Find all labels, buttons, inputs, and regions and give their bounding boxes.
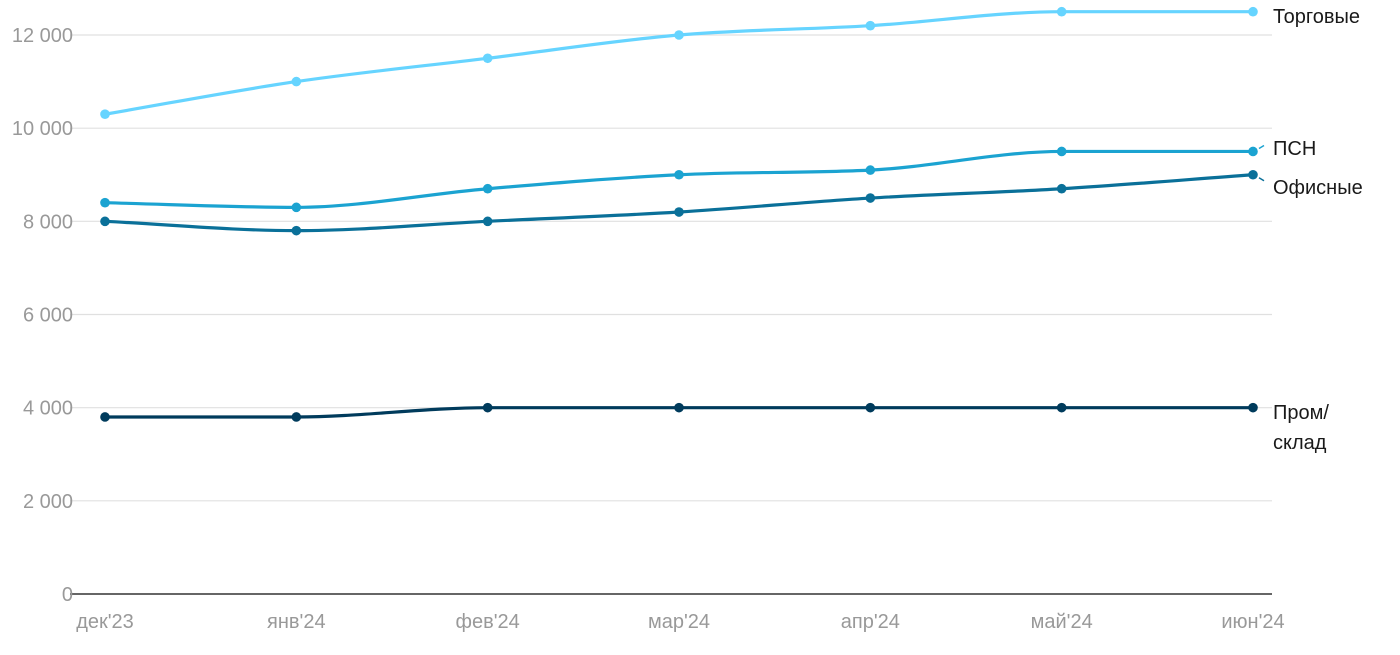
data-point (100, 109, 110, 119)
data-point (291, 225, 302, 236)
data-point (1056, 146, 1067, 157)
x-tick-label: янв'24 (267, 611, 326, 633)
series-labels: Пром/склад Офисные ПСН Торговые (1258, 6, 1363, 454)
y-tick-label: 6 000 (23, 305, 73, 327)
series-1 (100, 146, 1258, 213)
data-point (291, 202, 302, 213)
data-point (100, 197, 110, 208)
data-point (1248, 146, 1258, 157)
y-tick-label: 0 (62, 584, 73, 606)
data-point (674, 30, 684, 40)
series-label: Пром/ (1273, 402, 1329, 424)
data-point (1056, 6, 1067, 17)
y-tick-label: 8 000 (23, 211, 73, 233)
x-tick-label: дек'23 (76, 611, 134, 633)
series-lines (100, 6, 1258, 422)
series-line (104, 173, 1254, 233)
data-point (1056, 402, 1067, 413)
data-point (1248, 6, 1258, 17)
data-point (674, 402, 684, 413)
data-point (674, 207, 684, 217)
series-line (104, 10, 1253, 116)
data-point (291, 412, 302, 422)
data-point (482, 216, 493, 227)
x-tick-label: июн'24 (1221, 611, 1284, 633)
data-point (865, 165, 876, 175)
series-label: Офисные (1273, 177, 1363, 199)
data-point (1248, 169, 1258, 180)
series-label: Торговые (1273, 6, 1360, 28)
data-point (482, 402, 493, 413)
series-label: ПСН (1273, 138, 1316, 160)
y-tick-label: 4 000 (23, 398, 73, 420)
x-tick-label: апр'24 (841, 611, 900, 633)
label-leader (1258, 177, 1265, 182)
series-0 (100, 6, 1258, 119)
gridlines (70, 34, 1272, 595)
series-3 (100, 402, 1258, 422)
y-tick-label: 12 000 (12, 25, 73, 47)
data-point (100, 412, 110, 422)
x-tick-label: май'24 (1031, 611, 1093, 633)
y-axis: 0 2 000 4 000 6 000 8 000 10 000 12 000 (12, 25, 73, 606)
data-point (674, 169, 684, 180)
data-point (865, 20, 876, 31)
x-axis: дек'23 янв'24 фев'24 мар'24 апр'24 май'24 июн'… (76, 611, 1284, 633)
data-point (1056, 183, 1067, 194)
data-point (1248, 402, 1258, 413)
data-point (291, 76, 302, 87)
data-point (100, 216, 110, 227)
data-point (482, 183, 493, 194)
y-tick-label: 10 000 (12, 118, 73, 140)
label-leader (1258, 144, 1265, 150)
data-point (865, 193, 876, 203)
x-tick-label: фев'24 (456, 611, 520, 633)
data-point (865, 402, 876, 413)
data-point (482, 53, 493, 64)
y-tick-label: 2 000 (23, 491, 73, 513)
x-tick-label: мар'24 (648, 611, 710, 633)
series-2 (100, 169, 1258, 236)
series-label: склад (1273, 432, 1327, 454)
